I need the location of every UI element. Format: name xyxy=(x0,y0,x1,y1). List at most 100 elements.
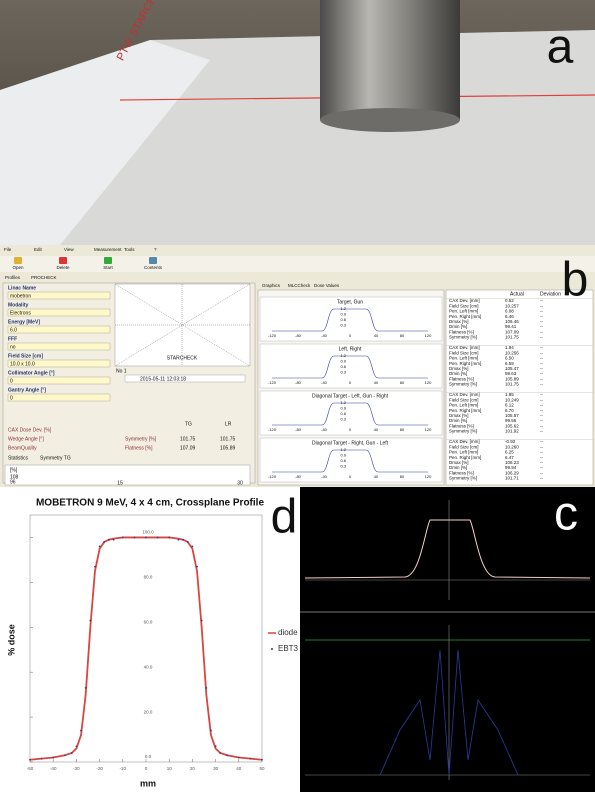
field-box xyxy=(8,394,110,401)
statistics-tick: 96 xyxy=(10,479,16,485)
graph-x-tick: -40 xyxy=(321,333,328,338)
field-label: Collimator Angle [°] xyxy=(8,370,55,376)
result-column: TG xyxy=(185,421,192,427)
field-label: FFF xyxy=(8,336,17,342)
x-tick-label: -40 xyxy=(50,766,57,771)
field-value: Electrons xyxy=(10,310,31,316)
graph-x-tick: 80 xyxy=(400,380,405,385)
table-row-label: Symmetry [%] xyxy=(449,429,477,434)
field-label: Gantry Angle [°] xyxy=(8,387,46,393)
graph-x-tick: -80 xyxy=(295,380,302,385)
series-dot xyxy=(122,537,124,539)
graph-y-tick: 1.2 xyxy=(340,306,346,311)
panel-label: c xyxy=(554,488,578,541)
series-dot xyxy=(52,757,54,759)
graph-x-tick: 80 xyxy=(400,333,405,338)
field-label: Modality xyxy=(8,302,28,308)
graph-y-tick: 0.6 xyxy=(340,458,346,463)
y-tick-label: 0.0 xyxy=(145,754,152,759)
graph-x-tick: -80 xyxy=(295,333,302,338)
legend-swatch xyxy=(271,648,273,650)
series-dot xyxy=(210,730,212,732)
field-value: 0 xyxy=(10,395,13,401)
graph-x-tick: 40 xyxy=(374,333,379,338)
toolbar-button: Start xyxy=(103,265,113,270)
series-dot xyxy=(76,745,78,747)
graph-x-tick: 120 xyxy=(425,380,432,385)
table-deviation: -- xyxy=(540,335,543,340)
series-dot xyxy=(250,758,252,760)
graph-x-tick: 120 xyxy=(425,333,432,338)
toolbar-button: Contents xyxy=(144,265,163,270)
graph-title: Target, Gun xyxy=(337,299,363,305)
field-value: 0 xyxy=(10,378,13,384)
menu-item: File xyxy=(4,247,12,252)
toolbar-button: Open xyxy=(12,265,24,270)
x-tick-label: 40 xyxy=(236,766,242,771)
panel-label: a xyxy=(547,21,574,74)
y-tick-label: 60.0 xyxy=(144,619,153,624)
result-param: Symmetry [%] xyxy=(125,436,157,442)
series-dot xyxy=(196,566,198,568)
result-value: 101.75 xyxy=(220,436,236,442)
graph-x-tick: 120 xyxy=(425,474,432,479)
graph-x-tick: -120 xyxy=(268,474,277,479)
series-dot xyxy=(205,687,207,689)
menu-item: Measurement xyxy=(94,247,122,252)
series-dot xyxy=(157,537,159,539)
table-row-label: Symmetry [%] xyxy=(449,476,477,481)
graph-y-tick: 0.6 xyxy=(340,317,346,322)
x-tick-label: -10 xyxy=(120,766,127,771)
y-tick-label: 40.0 xyxy=(144,664,153,669)
result-param: Flatness [%] xyxy=(125,445,153,451)
result-value: 105.89 xyxy=(220,445,236,451)
cylinder-base xyxy=(320,108,460,132)
result-label: BeamQuality xyxy=(8,445,37,451)
field-label: Linac Name xyxy=(8,285,36,291)
figure: PTW STARCHECK a b c MOBETRON 9 MeV, 4 x … xyxy=(0,0,595,792)
record-number: No 1 xyxy=(116,368,127,374)
graph-y-tick: 0.6 xyxy=(340,411,346,416)
graph-y-tick: 0.6 xyxy=(340,364,346,369)
series-dot xyxy=(94,566,96,568)
table-deviation: -- xyxy=(540,382,543,387)
result-value: 101.75 xyxy=(180,436,196,442)
graph-y-tick: 1.2 xyxy=(340,353,346,358)
panel-label: b xyxy=(562,254,589,307)
graph-y-tick: 0.3 xyxy=(340,370,346,375)
film-panel: c xyxy=(300,487,595,792)
series-dot xyxy=(41,758,43,760)
chart-title: MOBETRON 9 MeV, 4 x 4 cm, Crossplane Pro… xyxy=(36,498,264,509)
menu-item: View xyxy=(64,247,74,252)
field-value: mobetron xyxy=(10,293,31,299)
field-label: Field Size [cm] xyxy=(8,353,43,359)
series-dot xyxy=(168,537,170,539)
graph-y-tick: 0.9 xyxy=(340,312,346,317)
toolbar-icon xyxy=(14,257,22,264)
statistics-tick: 30 xyxy=(237,480,243,486)
legend-label: EBT3 xyxy=(278,644,299,653)
y-tick-label: 100.0 xyxy=(142,530,154,535)
series-dot xyxy=(134,537,136,539)
tab: Profiles xyxy=(5,275,21,280)
result-value: 107.09 xyxy=(180,445,196,451)
x-tick-label: 50 xyxy=(259,766,265,771)
series-dot xyxy=(178,539,180,541)
field-value: 10.0 x 10.0 xyxy=(10,361,35,367)
series-dot xyxy=(89,620,91,622)
graph-x-tick: -120 xyxy=(268,333,277,338)
x-tick-label: -30 xyxy=(73,766,80,771)
toolbar xyxy=(0,256,595,272)
toolbar-icon xyxy=(149,257,157,264)
result-column: LR xyxy=(225,421,232,427)
field-box xyxy=(8,326,110,333)
graph-x-tick: 40 xyxy=(374,380,379,385)
graph-x-tick: 40 xyxy=(374,427,379,432)
field-box xyxy=(8,377,110,384)
graph-x-tick: 80 xyxy=(400,427,405,432)
series-dot xyxy=(145,537,147,539)
graph-x-tick: -40 xyxy=(321,474,328,479)
menu-item: Edit xyxy=(34,247,43,252)
timestamp: 2015-05-11 12:03:18 xyxy=(140,376,186,382)
graph-title: Diagonal Target - Right, Gun - Left xyxy=(312,440,389,446)
